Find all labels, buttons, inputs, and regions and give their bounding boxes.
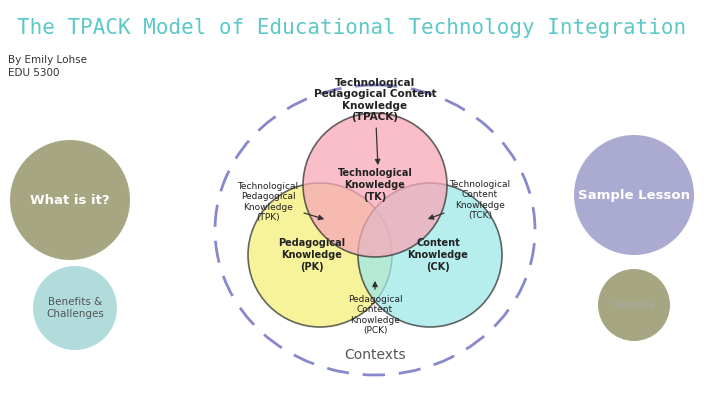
Text: Sample Lesson: Sample Lesson [578,188,690,202]
Text: Pedagogical
Knowledge
(PK): Pedagogical Knowledge (PK) [279,238,346,272]
Text: By Emily Lohse: By Emily Lohse [8,55,87,65]
Text: What is it?: What is it? [30,194,110,206]
Circle shape [248,183,392,327]
Text: Technological
Content
Knowledge
(TCK): Technological Content Knowledge (TCK) [429,180,510,220]
Circle shape [358,183,502,327]
Text: Contexts: Contexts [344,348,406,362]
Text: Technological
Pedagogical Content
Knowledge
(TPACK): Technological Pedagogical Content Knowle… [314,78,436,164]
Text: The TPACK Model of Educational Technology Integration: The TPACK Model of Educational Technolog… [18,18,686,38]
Circle shape [10,140,130,260]
Text: Pedagogical
Content
Knowledge
(PCK): Pedagogical Content Knowledge (PCK) [348,282,402,335]
Text: Content
Knowledge
(CK): Content Knowledge (CK) [408,238,468,272]
Text: Technological
Pedagogical
Knowledge
(TPK): Technological Pedagogical Knowledge (TPK… [237,182,323,222]
Text: Benefits &
Challenges: Benefits & Challenges [46,297,104,319]
Circle shape [303,113,447,257]
Circle shape [574,135,694,255]
Text: Technological
Knowledge
(TK): Technological Knowledge (TK) [337,168,413,202]
Text: Sources: Sources [613,300,655,310]
Circle shape [598,269,670,341]
Text: EDU 5300: EDU 5300 [8,68,60,78]
Circle shape [33,266,117,350]
